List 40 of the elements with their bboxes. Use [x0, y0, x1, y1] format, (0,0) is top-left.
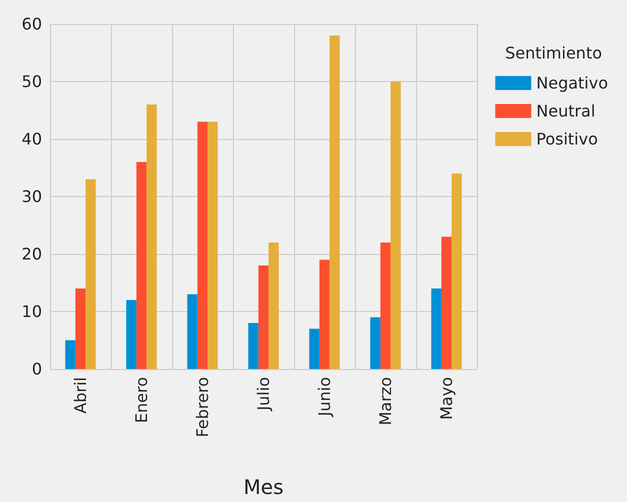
bar — [431, 288, 442, 369]
y-tick-label: 50 — [22, 72, 42, 91]
bar — [452, 174, 462, 369]
x-tick-label: Julio — [254, 377, 273, 412]
bar — [187, 294, 198, 369]
bar — [75, 288, 86, 369]
bar — [208, 122, 218, 369]
bar — [330, 36, 340, 369]
y-tick-label: 10 — [22, 302, 42, 321]
bar — [441, 236, 452, 369]
bar — [197, 122, 208, 369]
bar — [65, 340, 76, 369]
y-tick-label: 20 — [22, 244, 42, 264]
y-tick-label: 0 — [32, 360, 42, 378]
legend-title: Sentimiento — [505, 44, 602, 62]
x-tick-label: Mayo — [437, 377, 456, 420]
bar — [390, 82, 401, 369]
legend-label: Negativo — [536, 74, 608, 92]
x-tick-label: Junio — [315, 377, 334, 418]
x-tick-label: Abril — [71, 377, 90, 414]
bar — [146, 104, 157, 369]
y-tick-label: 30 — [22, 187, 42, 206]
bar — [380, 242, 391, 369]
x-tick-label: Febrero — [193, 377, 212, 438]
bar — [370, 317, 380, 369]
x-tick-label: Marzo — [376, 377, 395, 426]
bar — [258, 266, 269, 369]
legend-label: Positivo — [536, 130, 598, 148]
x-tick-label: Enero — [132, 377, 151, 424]
bar — [136, 162, 147, 369]
legend-label: Neutral — [536, 102, 596, 120]
bar — [248, 323, 258, 369]
bar — [86, 179, 96, 369]
bar — [309, 328, 320, 369]
bar — [319, 260, 330, 369]
bar — [126, 300, 136, 369]
y-tick-label: 40 — [22, 130, 42, 148]
bar — [268, 242, 279, 369]
y-tick-label: 60 — [22, 14, 42, 34]
x-axis-title: Mes — [244, 475, 284, 499]
